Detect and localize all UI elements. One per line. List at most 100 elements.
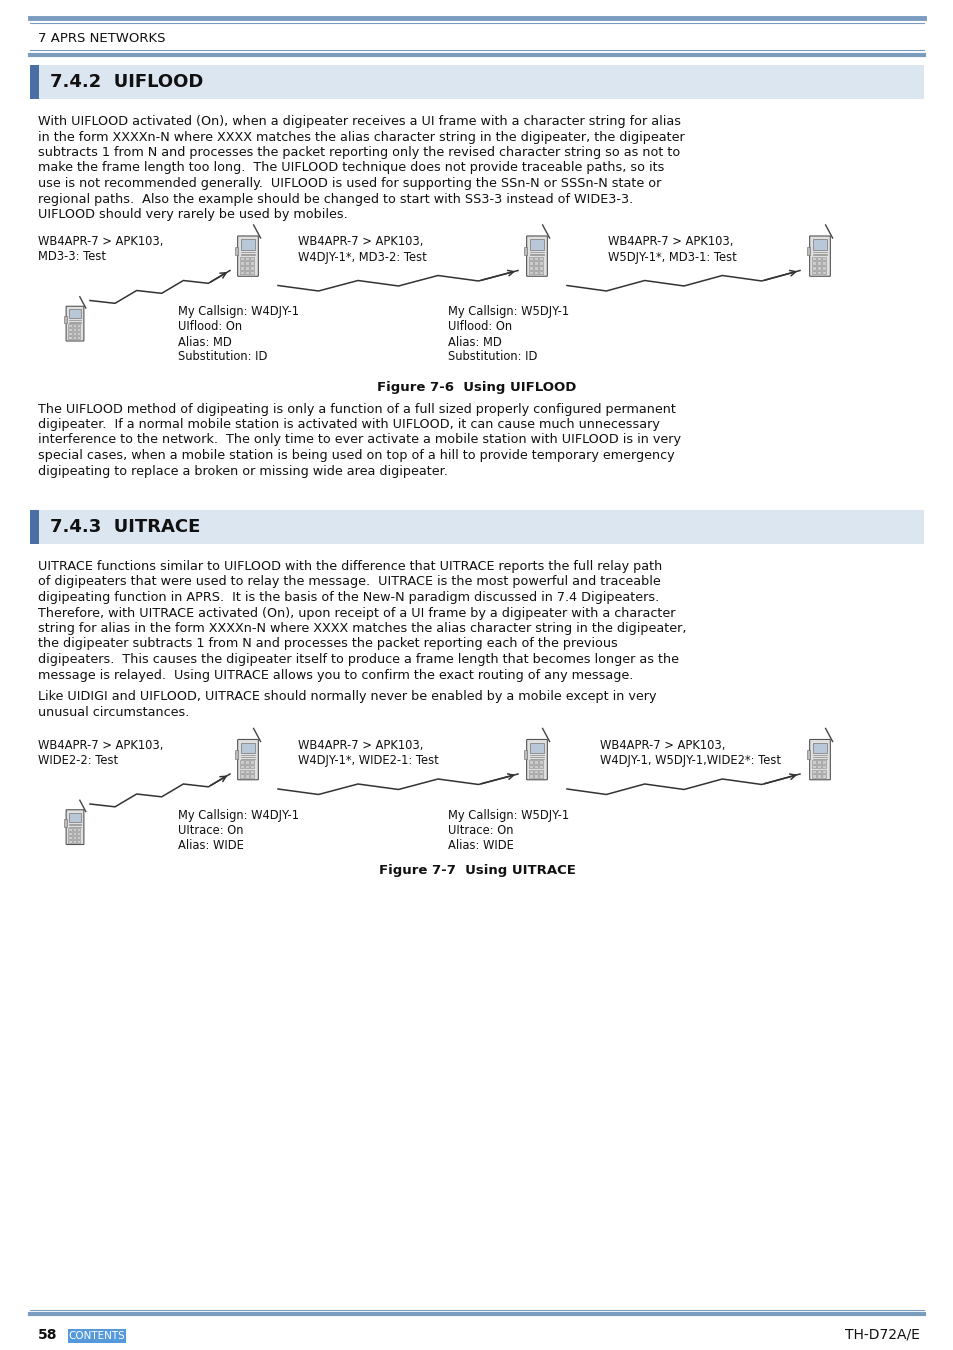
Bar: [235, 247, 238, 255]
FancyBboxPatch shape: [66, 306, 84, 342]
Bar: [240, 775, 244, 778]
Bar: [30, 65, 923, 99]
Text: WB4APR-7 > APK103,
W4DJY-1*, MD3-2: Test: WB4APR-7 > APK103, W4DJY-1*, MD3-2: Test: [297, 235, 426, 263]
Bar: [812, 239, 826, 250]
Text: Figure 7-7  Using UITRACE: Figure 7-7 Using UITRACE: [378, 864, 575, 878]
Text: TH-D72A/E: TH-D72A/E: [844, 1328, 919, 1342]
Bar: [534, 256, 537, 261]
Text: The UIFLOOD method of digipeating is only a function of a full sized properly co: The UIFLOOD method of digipeating is onl…: [38, 402, 675, 416]
Text: subtracts 1 from N and processes the packet reporting only the revised character: subtracts 1 from N and processes the pac…: [38, 146, 679, 159]
Bar: [250, 256, 253, 261]
Bar: [538, 266, 542, 270]
Bar: [821, 262, 825, 265]
Bar: [240, 765, 244, 768]
Bar: [245, 271, 249, 274]
Bar: [250, 769, 253, 774]
FancyBboxPatch shape: [66, 810, 84, 845]
Bar: [538, 769, 542, 774]
Bar: [72, 832, 76, 834]
Text: string for alias in the form XXXXn-N where XXXX matches the alias character stri: string for alias in the form XXXXn-N whe…: [38, 622, 686, 634]
Text: WB4APR-7 > APK103,
MD3-3: Test: WB4APR-7 > APK103, MD3-3: Test: [38, 235, 163, 263]
Bar: [817, 760, 821, 764]
Bar: [69, 328, 71, 331]
Bar: [250, 262, 253, 265]
Text: UITRACE functions similar to UIFLOOD with the difference that UITRACE reports th: UITRACE functions similar to UIFLOOD wit…: [38, 560, 661, 572]
Bar: [529, 256, 533, 261]
Bar: [240, 262, 244, 265]
Bar: [817, 262, 821, 265]
Bar: [538, 271, 542, 274]
Bar: [245, 266, 249, 270]
Bar: [250, 266, 253, 270]
Bar: [821, 271, 825, 274]
Text: 7 APRS NETWORKS: 7 APRS NETWORKS: [38, 32, 165, 45]
Bar: [240, 266, 244, 270]
Bar: [64, 819, 67, 826]
Bar: [72, 836, 76, 838]
Text: My Callsign: W4DJY-1
UIflood: On
Alias: MD
Substitution: ID: My Callsign: W4DJY-1 UIflood: On Alias: …: [178, 305, 298, 363]
Bar: [534, 262, 537, 265]
Bar: [69, 832, 71, 834]
Bar: [72, 324, 76, 327]
Text: regional paths.  Also the example should be changed to start with SS3-3 instead : regional paths. Also the example should …: [38, 193, 633, 205]
Bar: [241, 743, 254, 753]
FancyBboxPatch shape: [237, 236, 258, 277]
Text: the digipeater subtracts 1 from N and processes the packet reporting each of the: the digipeater subtracts 1 from N and pr…: [38, 637, 618, 651]
Bar: [530, 239, 543, 250]
Bar: [806, 751, 809, 759]
Text: WB4APR-7 > APK103,
WIDE2-2: Test: WB4APR-7 > APK103, WIDE2-2: Test: [38, 738, 163, 767]
Text: UIFLOOD should very rarely be used by mobiles.: UIFLOOD should very rarely be used by mo…: [38, 208, 348, 221]
Bar: [240, 256, 244, 261]
Bar: [69, 324, 71, 327]
Bar: [811, 256, 815, 261]
Text: CONTENTS: CONTENTS: [69, 1331, 125, 1341]
Bar: [245, 769, 249, 774]
Bar: [524, 751, 527, 759]
Bar: [245, 262, 249, 265]
Bar: [30, 510, 39, 544]
Bar: [77, 832, 80, 834]
Text: of digipeaters that were used to relay the message.  UITRACE is the most powerfu: of digipeaters that were used to relay t…: [38, 575, 660, 589]
Bar: [72, 328, 76, 331]
Bar: [245, 765, 249, 768]
Text: With UIFLOOD activated (On), when a digipeater receives a UI frame with a charac: With UIFLOOD activated (On), when a digi…: [38, 115, 680, 128]
Bar: [64, 316, 67, 323]
Bar: [529, 769, 533, 774]
Bar: [534, 765, 537, 768]
Bar: [821, 769, 825, 774]
Bar: [811, 262, 815, 265]
Text: My Callsign: W5DJY-1
UIflood: On
Alias: MD
Substitution: ID: My Callsign: W5DJY-1 UIflood: On Alias: …: [448, 305, 569, 363]
Bar: [529, 271, 533, 274]
Bar: [529, 262, 533, 265]
Bar: [72, 828, 76, 830]
Bar: [817, 256, 821, 261]
Bar: [69, 828, 71, 830]
Bar: [817, 765, 821, 768]
FancyBboxPatch shape: [809, 740, 829, 780]
Bar: [69, 840, 71, 842]
Bar: [811, 760, 815, 764]
Bar: [530, 743, 543, 753]
Bar: [534, 266, 537, 270]
Text: Therefore, with UITRACE activated (On), upon receipt of a UI frame by a digipeat: Therefore, with UITRACE activated (On), …: [38, 606, 675, 620]
Bar: [30, 65, 39, 99]
Bar: [77, 836, 80, 838]
Bar: [811, 769, 815, 774]
Bar: [534, 775, 537, 778]
FancyBboxPatch shape: [526, 740, 547, 780]
Bar: [524, 247, 527, 255]
Bar: [245, 775, 249, 778]
Bar: [817, 271, 821, 274]
Bar: [77, 828, 80, 830]
Text: unusual circumstances.: unusual circumstances.: [38, 706, 190, 718]
Bar: [538, 760, 542, 764]
Text: 58: 58: [38, 1328, 57, 1342]
Bar: [817, 769, 821, 774]
Text: in the form XXXXn-N where XXXX matches the alias character string in the digipea: in the form XXXXn-N where XXXX matches t…: [38, 131, 684, 143]
Text: special cases, when a mobile station is being used on top of a hill to provide t: special cases, when a mobile station is …: [38, 450, 674, 462]
Text: WB4APR-7 > APK103,
W5DJY-1*, MD3-1: Test: WB4APR-7 > APK103, W5DJY-1*, MD3-1: Test: [607, 235, 736, 263]
FancyBboxPatch shape: [809, 236, 829, 277]
Bar: [69, 309, 81, 319]
Text: 7.4.2  UIFLOOD: 7.4.2 UIFLOOD: [50, 73, 203, 90]
Text: interference to the network.  The only time to ever activate a mobile station wi: interference to the network. The only ti…: [38, 433, 680, 447]
